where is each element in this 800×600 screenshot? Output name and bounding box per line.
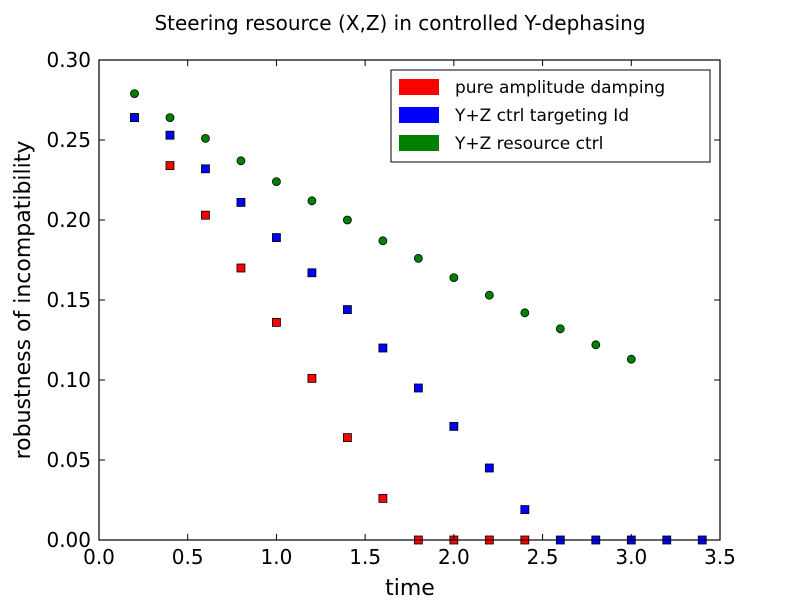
marker-series-2-point-5 xyxy=(307,196,317,206)
marker-series-2-point-11 xyxy=(520,308,530,318)
y-tick-label: 0.20 xyxy=(46,208,91,232)
marker-series-2-point-4 xyxy=(272,177,281,187)
legend-swatch-2 xyxy=(399,135,439,151)
marker-series-1-point-9 xyxy=(449,421,459,431)
marker-series-1-point-7 xyxy=(378,343,388,353)
marker-series-0-point-6 xyxy=(342,433,352,443)
marker-series-0-point-5 xyxy=(307,373,317,383)
x-tick-label: 3.5 xyxy=(704,545,736,569)
marker-series-2-point-9 xyxy=(449,273,459,283)
x-tick-label: 3.0 xyxy=(615,545,647,569)
marker-series-2-point-7 xyxy=(378,236,388,246)
legend-label-0: pure amplitude damping xyxy=(455,78,665,98)
marker-series-0-point-7 xyxy=(378,493,388,503)
marker-series-0-point-2 xyxy=(201,210,210,220)
marker-series-0-point-1 xyxy=(165,161,175,171)
x-tick-label: 0.0 xyxy=(83,545,115,569)
marker-series-2-point-0 xyxy=(130,89,139,98)
marker-series-2-point-14 xyxy=(626,354,636,364)
y-tick-label: 0.25 xyxy=(46,128,91,152)
marker-series-1-point-11 xyxy=(520,505,530,515)
x-axis-label: time xyxy=(385,576,435,600)
x-tick-label: 1.0 xyxy=(261,545,293,569)
y-tick-label: 0.10 xyxy=(46,368,91,392)
marker-series-1-point-5 xyxy=(307,268,317,278)
legend-label-2: Y+Z resource ctrl xyxy=(454,134,603,154)
legend-swatch-1 xyxy=(399,107,439,123)
marker-series-1-point-8 xyxy=(413,383,423,393)
marker-series-1-point-4 xyxy=(272,233,281,243)
y-tick-label: 0.30 xyxy=(46,48,91,72)
marker-series-2-point-2 xyxy=(201,133,210,143)
legend-label-1: Y+Z ctrl targeting Id xyxy=(454,106,629,126)
x-tick-label: 0.5 xyxy=(172,545,204,569)
marker-series-2-point-6 xyxy=(342,215,352,225)
marker-series-1-point-3 xyxy=(236,197,246,207)
marker-series-1-point-10 xyxy=(484,463,494,473)
marker-series-2-point-13 xyxy=(591,340,601,350)
x-tick-label: 2.5 xyxy=(527,545,559,569)
marker-series-1-point-6 xyxy=(342,305,352,315)
y-tick-label: 0.00 xyxy=(46,528,91,552)
legend: pure amplitude damping Y+Z ctrl targeting… xyxy=(390,69,711,163)
y-axis-label: robustness of incompatibility xyxy=(11,141,36,460)
marker-series-2-point-12 xyxy=(555,324,565,334)
marker-series-0-point-4 xyxy=(272,317,281,327)
marker-series-2-point-10 xyxy=(484,290,494,300)
y-tick-label: 0.15 xyxy=(46,288,91,312)
marker-series-1-point-2 xyxy=(201,164,210,174)
x-tick-label: 1.5 xyxy=(349,545,381,569)
marker-series-2-point-8 xyxy=(413,253,423,263)
x-tick-label: 2.0 xyxy=(438,545,470,569)
marker-series-0-point-3 xyxy=(236,263,246,273)
legend-box xyxy=(390,69,711,163)
marker-series-1-point-1 xyxy=(165,130,175,140)
chart-title: Steering resource (X,Z) in controlled Y-… xyxy=(154,11,645,35)
marker-series-1-point-0 xyxy=(130,113,139,122)
axis-ticks: 0.0 0.5 1.0 1.5 2.0 2.5 3.0 3.5 0.00 0.05 0.10 0.15… xyxy=(46,48,735,569)
y-tick-label: 0.05 xyxy=(46,448,91,472)
marker-series-2-point-1 xyxy=(165,113,175,122)
legend-swatch-0 xyxy=(399,79,439,95)
marker-series-2-point-3 xyxy=(236,156,246,166)
